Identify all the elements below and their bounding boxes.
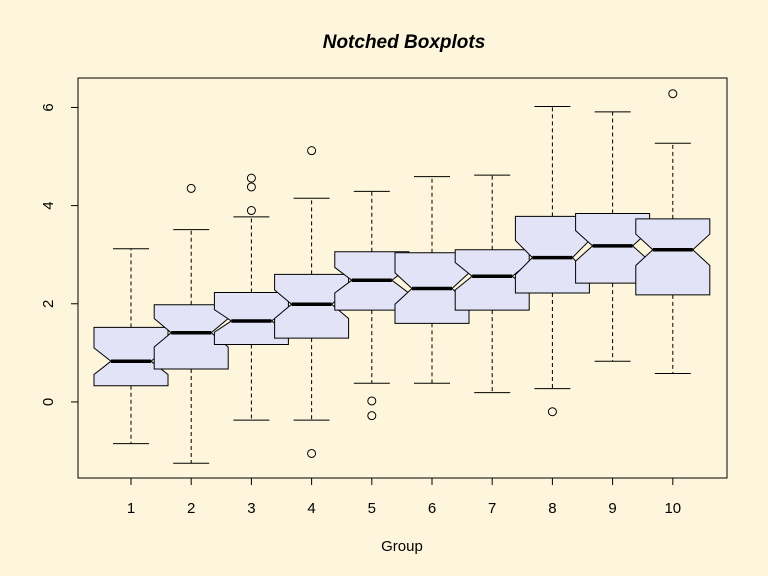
box-group-3 (213, 173, 289, 421)
notched-box (454, 249, 530, 311)
x-tick-label: 6 (428, 500, 436, 517)
outlier-point (367, 396, 377, 406)
outlier-point (307, 448, 317, 458)
box-group-1 (93, 248, 169, 445)
chart-title: Notched Boxplots (323, 32, 486, 53)
outlier-point (547, 407, 557, 417)
x-tick-label: 8 (548, 500, 556, 517)
x-tick-label: 4 (307, 500, 315, 517)
outlier-point (367, 411, 377, 421)
box-group-7 (454, 174, 530, 394)
x-tick-label: 3 (247, 500, 255, 517)
x-tick-label: 1 (127, 500, 135, 517)
notched-box (635, 218, 711, 296)
notched-box (213, 291, 289, 346)
x-axis: 1 2 3 4 5 6 7 8 9 10 (127, 477, 681, 517)
outlier-point (246, 173, 256, 183)
box-group-4 (274, 146, 350, 458)
x-tick-label: 2 (187, 500, 195, 517)
box-group-2 (153, 183, 229, 464)
boxes-layer (93, 89, 711, 464)
box-group-5 (334, 190, 410, 421)
box-group-10 (635, 89, 711, 374)
outlier-point (246, 182, 256, 192)
outlier-point (668, 89, 678, 99)
y-tick-label: 4 (40, 201, 57, 209)
box-group-9 (575, 111, 651, 362)
y-tick-label: 0 (40, 398, 57, 406)
x-tick-label: 5 (368, 500, 376, 517)
y-tick-label: 2 (40, 300, 57, 308)
box-group-6 (394, 176, 470, 384)
x-tick-label: 7 (488, 500, 496, 517)
x-tick-label: 9 (608, 500, 616, 517)
x-axis-label: Group (381, 538, 423, 555)
y-tick-label: 6 (40, 103, 57, 111)
outlier-point (307, 146, 317, 156)
outlier-point (186, 183, 196, 193)
outlier-point (246, 206, 256, 216)
x-tick-label: 10 (664, 500, 681, 517)
y-axis: 0 2 4 6 (40, 103, 79, 406)
